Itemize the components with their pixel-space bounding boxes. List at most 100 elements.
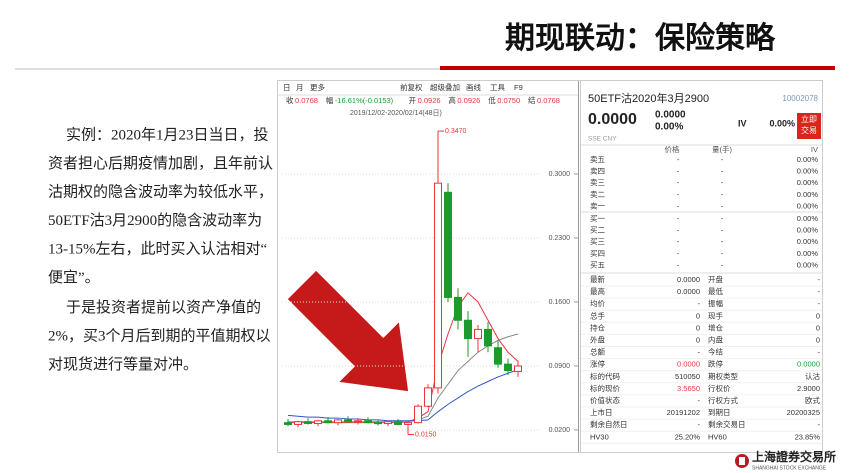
book-label: 买二 (590, 226, 605, 235)
toolbar-item[interactable]: 日 (283, 83, 291, 92)
slide-title: 期现联动：保险策略 (505, 21, 776, 55)
field-label: 均价 (590, 298, 605, 308)
field-label: 到期日 (708, 408, 731, 417)
price-change: 0.0000 (655, 110, 686, 121)
book-volume: - (721, 260, 724, 269)
quote-label: 结 (528, 95, 536, 105)
paragraph-line: 沽期权的隐含波动率为较低水平， (48, 182, 273, 200)
toolbar-item[interactable]: 前复权 (400, 82, 423, 92)
candle-body (314, 420, 322, 425)
field-value: 0 (696, 335, 700, 344)
candle-body (344, 419, 352, 423)
toolbar-item[interactable]: 月 (296, 83, 304, 92)
field-label: HV30 (590, 432, 609, 441)
field-label: 剩余交易日 (708, 419, 746, 429)
y-tick-label: 0.3000 (549, 171, 571, 178)
field-label: 现手 (708, 310, 723, 320)
paragraph-line: 便宜”。 (48, 269, 100, 286)
price-change-pct: 0.00% (655, 122, 683, 133)
book-price: - (677, 201, 680, 210)
last-price: 0.0000 (588, 111, 637, 128)
quote-label: 开 (409, 96, 417, 105)
field-value: - (818, 287, 821, 296)
book-volume: - (721, 155, 724, 164)
quote-value: 0.0926 (457, 96, 480, 105)
toolbar-item[interactable]: F9 (514, 83, 523, 92)
book-iv: 0.00% (797, 190, 819, 199)
book-label: 卖五 (590, 155, 605, 164)
candle-body (294, 421, 302, 425)
book-price: - (677, 237, 680, 246)
field-value: 0.0000 (677, 287, 700, 296)
candle-body (384, 421, 392, 425)
candle-body (424, 387, 432, 407)
book-price: - (677, 167, 680, 176)
book-price: - (677, 260, 680, 269)
book-label: 买四 (590, 249, 605, 258)
book-volume: - (721, 190, 724, 199)
trade-button-label[interactable]: 交易 (801, 125, 817, 135)
book-volume: - (721, 201, 724, 210)
field-label: 振幅 (708, 298, 723, 308)
y-tick-label: 0.1600 (549, 299, 571, 306)
screenshot-frame (277, 80, 823, 453)
book-iv: 0.00% (797, 155, 819, 164)
field-label: 增仓 (708, 322, 723, 332)
option-code: 10002078 (782, 94, 818, 103)
iv-value: 0.00% (769, 118, 795, 128)
book-label: 买一 (590, 214, 605, 223)
field-label: 持仓 (590, 322, 605, 332)
field-label: 行权价 (708, 383, 731, 393)
toolbar-item[interactable]: 工具 (490, 83, 505, 92)
field-value: 0 (816, 311, 820, 320)
logo-emblem-mark (739, 457, 745, 465)
field-value: - (698, 420, 701, 429)
book-label: 卖二 (590, 190, 605, 199)
quote-value: 0.0750 (497, 96, 520, 105)
candle-body (404, 422, 412, 425)
book-volume: - (721, 226, 724, 235)
book-iv: 0.00% (797, 260, 819, 269)
field-label: 开盘 (708, 274, 723, 284)
candle-body (474, 328, 482, 340)
quote-value: 0.0768 (295, 96, 318, 105)
field-label: 最高 (590, 286, 605, 296)
field-label: 行权方式 (708, 395, 738, 405)
field-label: HV60 (708, 432, 727, 441)
toolbar-item[interactable]: 更多 (310, 82, 325, 92)
book-volume: - (721, 167, 724, 176)
quote-value: 0.0768 (537, 96, 560, 105)
book-volume: - (721, 249, 724, 258)
book-iv: 0.00% (797, 201, 819, 210)
book-price: - (677, 226, 680, 235)
date-range: 2019/12/02-2020/02/14(48日) (350, 109, 442, 117)
field-label: 内盘 (708, 334, 723, 344)
candle-body (464, 319, 472, 340)
paragraph-line: 于是投资者提前以资产净值的 (66, 299, 261, 316)
candle-body (444, 191, 452, 298)
field-value: 认沽 (805, 371, 820, 381)
annotation-label: 0.0150 (415, 431, 437, 438)
trade-button[interactable] (797, 113, 821, 139)
paragraph-line: 资者担心后期疫情加剧，且年前认 (48, 155, 273, 172)
book-volume: - (721, 214, 724, 223)
book-label: 买五 (590, 260, 605, 269)
trade-button-label[interactable]: 立即 (801, 114, 817, 124)
field-value: - (818, 420, 821, 429)
field-value: 510050 (675, 372, 700, 381)
arrow (287, 270, 409, 392)
toolbar-item[interactable]: 画线 (466, 82, 481, 92)
quote-value: -16.61%(-0.0153) (335, 96, 394, 105)
toolbar-item[interactable]: 超级叠加 (430, 82, 460, 92)
book-label: 卖三 (590, 178, 605, 187)
book-iv: 0.00% (797, 167, 819, 176)
book-price: - (677, 178, 680, 187)
book-price: - (677, 214, 680, 223)
candle-body (374, 422, 382, 425)
field-label: 最新 (590, 274, 605, 284)
field-label: 价值状态 (590, 395, 620, 405)
paragraph-line: 50ETF沽3月2900的隐含波动率为 (48, 212, 262, 229)
paragraph-line: 2%，买3个月后到期的平值期权以 (48, 327, 271, 344)
book-label: 买三 (590, 237, 605, 246)
